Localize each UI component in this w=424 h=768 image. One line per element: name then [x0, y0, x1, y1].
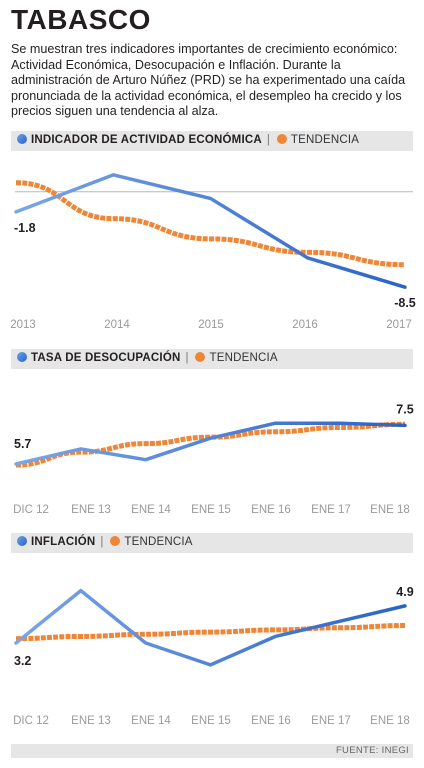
- x-tick-label: 2016: [292, 319, 318, 331]
- series-line-2: [14, 588, 407, 667]
- x-tick-label: ENE 18: [370, 715, 410, 727]
- x-tick-label: ENE 15: [191, 504, 231, 516]
- orange-dot-icon: [110, 536, 121, 546]
- trend-line-0: [15, 180, 406, 268]
- legend-series-activity: INDICADOR DE ACTIVIDAD ECONÓMICA: [31, 134, 262, 146]
- x-tick-label: ENE 17: [311, 715, 351, 727]
- data-label: 7.5: [396, 402, 413, 416]
- blue-dot-icon: [17, 536, 27, 546]
- trend-line-1: [15, 421, 406, 468]
- x-tick-label: 2015: [198, 319, 224, 331]
- x-tick-label: ENE 18: [370, 504, 410, 516]
- data-label: 3.2: [14, 654, 31, 668]
- legend-trend-activity: TENDENCIA: [290, 134, 360, 146]
- data-label: -8.5: [394, 296, 416, 310]
- source-label: FUENTE: INEGI: [335, 745, 409, 756]
- blue-dot-icon: [17, 134, 27, 144]
- legend-inflation: INFLACIÓN | TENDENCIA: [11, 533, 413, 553]
- data-label: 4.9: [396, 585, 413, 599]
- activity-chart: -1.8 -8.5 2013 2014 2015 2016 2017: [10, 173, 416, 331]
- legend-series-inflation: INFLACIÓN: [31, 536, 96, 548]
- x-tick-label: ENE 13: [71, 504, 111, 516]
- data-label: 5.7: [14, 437, 31, 451]
- x-tick-label: 2014: [104, 319, 130, 331]
- x-tick-label: DIC 12: [13, 715, 49, 727]
- description: Se muestran tres indicadores importantes…: [11, 42, 406, 118]
- orange-dot-icon: [276, 134, 287, 144]
- x-tick-label: ENE 14: [131, 504, 171, 516]
- x-tick-label: ENE 17: [311, 504, 351, 516]
- source-bar: FUENTE: INEGI: [11, 744, 413, 758]
- x-tick-label: ENE 14: [131, 715, 171, 727]
- blue-dot-icon: [17, 352, 27, 362]
- legend-trend-unemployment: TENDENCIA: [209, 352, 278, 364]
- x-tick-label: ENE 16: [251, 504, 291, 516]
- unemployment-chart: 5.7 7.5 DIC 12 ENE 13 ENE 14 ENE 15 ENE 16 ENE …: [13, 402, 414, 516]
- series-line-0: [14, 173, 407, 289]
- legend-activity: INDICADOR DE ACTIVIDAD ECONÓMICA | TENDENC…: [11, 131, 413, 151]
- trend-line-2: [15, 623, 406, 642]
- x-tick-label: DIC 12: [13, 504, 49, 516]
- x-tick-label: 2013: [10, 319, 36, 331]
- x-tick-label: 2017: [386, 319, 412, 331]
- inflation-chart: 3.2 4.9 DIC 12 ENE 13 ENE 14 ENE 15 ENE 16 ENE …: [13, 585, 414, 727]
- legend-unemployment: TASA DE DESOCUPACIÓN | TENDENCIA: [11, 349, 413, 369]
- x-tick-label: ENE 15: [191, 715, 231, 727]
- data-label: -1.8: [14, 221, 36, 235]
- x-tick-label: ENE 13: [71, 715, 111, 727]
- legend-series-unemployment: TASA DE DESOCUPACIÓN: [31, 352, 181, 364]
- legend-trend-inflation: TENDENCIA: [124, 536, 193, 548]
- page-title: TABASCO: [11, 4, 151, 35]
- series-line-1: [14, 421, 407, 466]
- x-tick-label: ENE 16: [251, 715, 291, 727]
- orange-dot-icon: [195, 352, 206, 362]
